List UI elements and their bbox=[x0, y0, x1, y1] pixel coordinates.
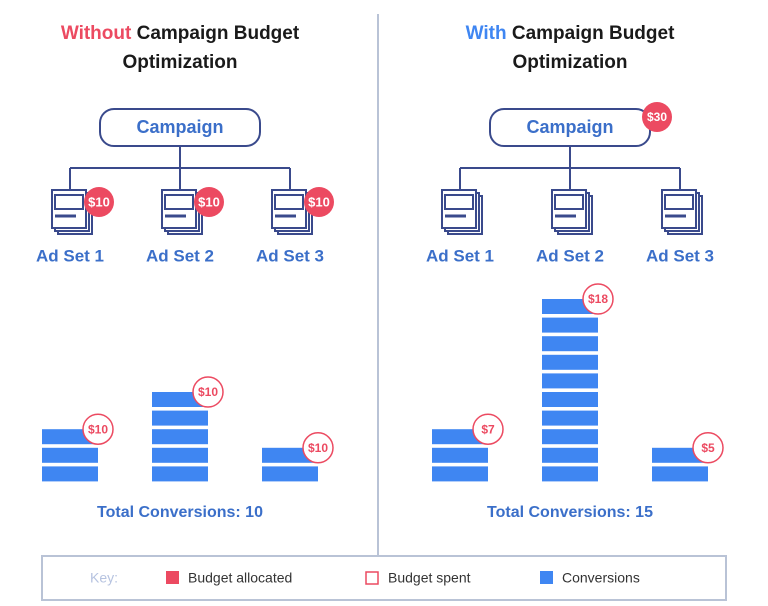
campaign-label: Campaign bbox=[136, 117, 223, 137]
spent-badge-text: $5 bbox=[701, 441, 715, 455]
icon-screen bbox=[54, 194, 84, 210]
budget-badge bbox=[642, 102, 672, 132]
panel-title: Without Campaign Budget bbox=[61, 23, 300, 44]
budget-badge bbox=[304, 187, 334, 217]
panel-title-line2: Optimization bbox=[512, 52, 627, 73]
key-item: Conversions bbox=[562, 570, 640, 586]
icon-screen bbox=[444, 194, 474, 210]
conversion-block bbox=[152, 447, 208, 463]
spent-badge-text: $10 bbox=[88, 422, 108, 436]
conversion-block bbox=[542, 317, 598, 333]
spent-badge bbox=[692, 432, 724, 464]
conversion-block bbox=[42, 447, 98, 463]
title-highlight: Without bbox=[61, 23, 132, 44]
icon-screen bbox=[164, 194, 194, 210]
spent-badge-text: $18 bbox=[588, 292, 608, 306]
ad-set-icon bbox=[271, 189, 313, 235]
conversion-bar bbox=[152, 392, 208, 482]
icon-screen bbox=[554, 194, 584, 210]
budget-badge-text: $10 bbox=[198, 194, 220, 209]
ad-set-label: Ad Set 2 bbox=[536, 246, 604, 265]
ad-set-label: Ad Set 3 bbox=[646, 246, 714, 265]
panel-title-line2: Optimization bbox=[122, 52, 237, 73]
ad-set-label: Ad Set 3 bbox=[256, 246, 324, 265]
icon-screen bbox=[274, 194, 304, 210]
title-rest: Campaign Budget bbox=[512, 23, 675, 44]
key-item: Budget spent bbox=[388, 570, 471, 586]
conversion-bar bbox=[432, 429, 488, 482]
campaign-label: Campaign bbox=[526, 117, 613, 137]
budget-badge-text: $10 bbox=[308, 194, 330, 209]
key-label: Key: bbox=[90, 570, 118, 586]
conversion-block bbox=[42, 466, 98, 482]
key-box bbox=[41, 555, 727, 601]
key-swatch-conversions bbox=[540, 571, 553, 584]
conversion-block bbox=[542, 373, 598, 389]
spent-badge bbox=[472, 413, 504, 445]
conversion-block bbox=[262, 466, 318, 482]
ad-set-icon bbox=[661, 189, 703, 235]
icon-screen bbox=[664, 194, 694, 210]
conversion-block bbox=[152, 429, 208, 445]
conversion-block bbox=[542, 410, 598, 426]
spent-badge bbox=[302, 432, 334, 464]
spent-badge-text: $10 bbox=[308, 441, 328, 455]
conversion-block bbox=[542, 447, 598, 463]
conversion-block bbox=[542, 429, 598, 445]
ad-set-icon bbox=[551, 189, 593, 235]
ad-set-label: Ad Set 1 bbox=[36, 246, 104, 265]
title-rest: Campaign Budget bbox=[137, 23, 300, 44]
ad-set-label: Ad Set 2 bbox=[146, 246, 214, 265]
conversion-block bbox=[152, 466, 208, 482]
spent-badge-text: $7 bbox=[481, 422, 495, 436]
conversion-bar bbox=[542, 299, 598, 482]
key-item: Budget allocated bbox=[188, 570, 292, 586]
conversion-block bbox=[542, 354, 598, 370]
conversion-block bbox=[542, 392, 598, 407]
spent-badge bbox=[192, 376, 224, 408]
ad-set-label: Ad Set 1 bbox=[426, 246, 494, 265]
spent-badge bbox=[82, 413, 114, 445]
conversion-block bbox=[542, 466, 598, 482]
budget-badge-text: $10 bbox=[88, 194, 110, 209]
budget-badge bbox=[84, 187, 114, 217]
conversion-block bbox=[542, 336, 598, 352]
conversion-block bbox=[432, 447, 488, 463]
key-swatch-allocated bbox=[166, 571, 179, 584]
title-highlight: With bbox=[466, 23, 507, 44]
ad-set-icon bbox=[441, 189, 483, 235]
panel-title: With Campaign Budget bbox=[466, 23, 675, 44]
conversion-bar bbox=[42, 429, 98, 482]
total-conversions: Total Conversions: 10 bbox=[97, 504, 263, 521]
budget-badge bbox=[194, 187, 224, 217]
conversion-block bbox=[152, 410, 208, 426]
conversion-block bbox=[652, 466, 708, 482]
budget-badge-text: $30 bbox=[647, 110, 667, 124]
conversion-block bbox=[432, 466, 488, 482]
key-swatch-spent bbox=[365, 571, 379, 585]
spent-badge-text: $10 bbox=[198, 385, 218, 399]
total-conversions: Total Conversions: 15 bbox=[487, 504, 653, 521]
spent-badge bbox=[582, 283, 614, 315]
